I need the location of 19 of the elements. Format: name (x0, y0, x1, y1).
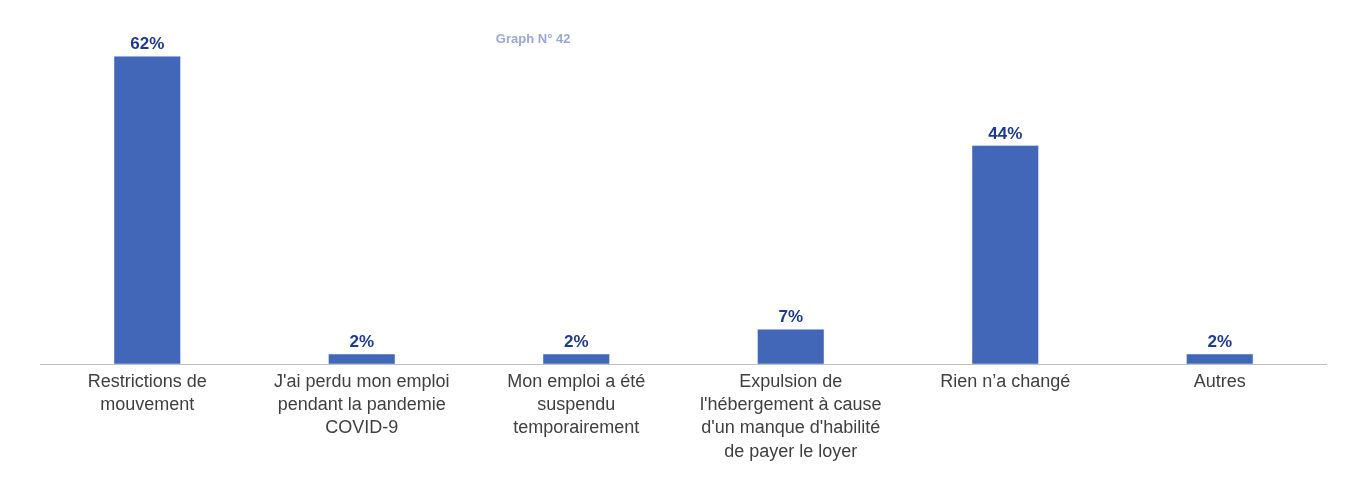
x-tick-label: Mon emploi a été suspendu temporairement (507, 370, 646, 438)
x-tick-label: J'ai perdu mon emploi pendant la pandemie COVID-9 (273, 370, 450, 438)
x-tick-label: Expulsion de l'hébergement à cause d'un manque d'habilité de payer le loyer (699, 370, 882, 461)
bar (757, 329, 825, 364)
data-label: 2% (1207, 332, 1233, 352)
chart-title: Graph N° 42 (495, 30, 571, 46)
x-tick-label: Rien n’a changé (940, 370, 1071, 391)
bar (328, 353, 396, 364)
bar (971, 145, 1039, 364)
bar (542, 353, 610, 364)
data-label: 2% (349, 332, 375, 352)
bar (1186, 353, 1254, 364)
data-label: 2% (563, 332, 589, 352)
x-tick-label: Restrictions de mouvement (87, 370, 207, 414)
data-label: 7% (778, 307, 804, 327)
x-tick-label: Autres (1193, 370, 1246, 391)
bar (113, 55, 181, 364)
data-label: 62% (130, 34, 165, 54)
data-label: 44% (988, 123, 1023, 143)
